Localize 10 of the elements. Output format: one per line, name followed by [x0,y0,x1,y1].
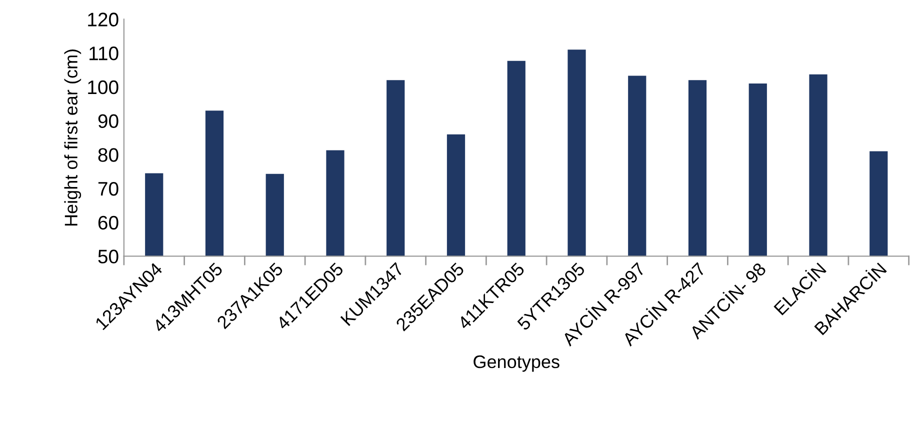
y-tick-label: 90 [98,114,118,128]
y-axis-title: Height of first ear (cm) [64,50,82,226]
y-tick-label: 80 [98,148,118,162]
y-tick-label: 120 [88,12,118,26]
x-axis-title: Genotypes [474,355,560,372]
y-tick-label: 100 [88,80,118,94]
y-tick-label: 110 [90,46,118,60]
y-tick-label: 50 [98,250,118,264]
y-tick-label: 60 [98,216,118,230]
y-tick-label: 70 [98,182,118,196]
